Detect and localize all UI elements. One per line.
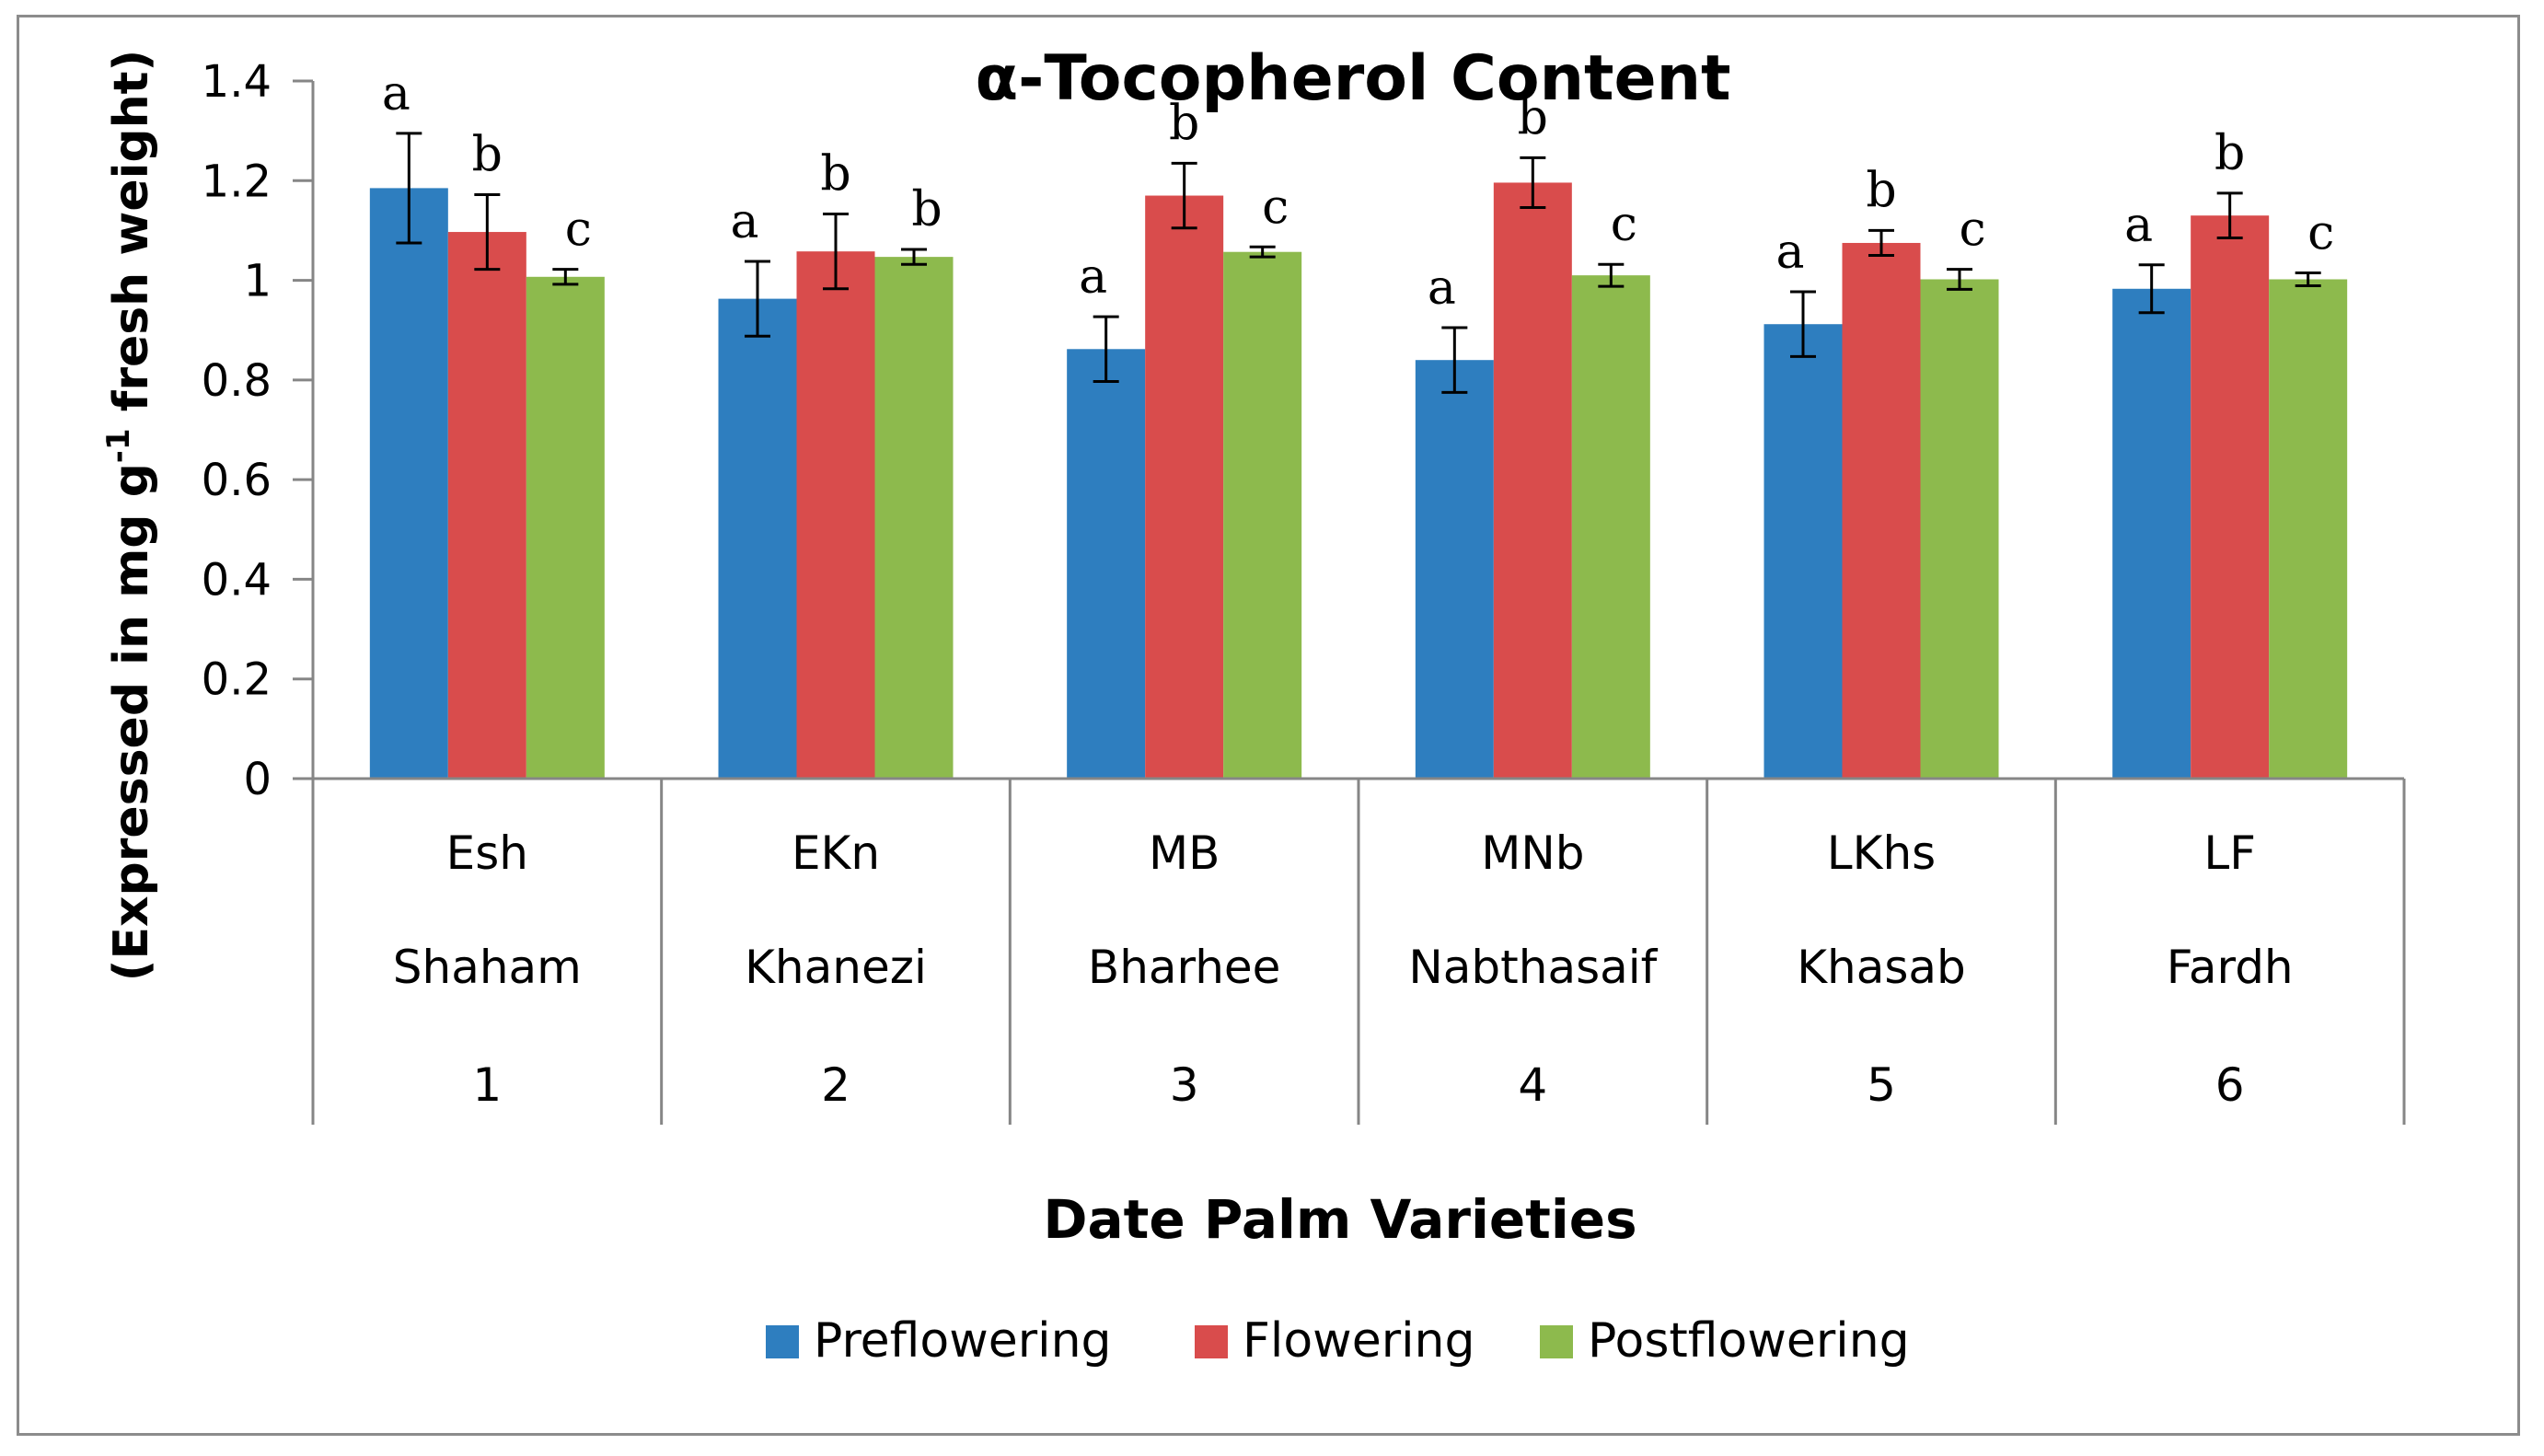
bar-preflowering-mb bbox=[1067, 349, 1146, 779]
bar-flowering-lf bbox=[2191, 215, 2270, 779]
category-name: Khasab bbox=[1797, 941, 1966, 994]
bar-flowering-ekn bbox=[796, 251, 875, 779]
significance-letter: a bbox=[2124, 198, 2153, 253]
significance-letter: b bbox=[2214, 126, 2245, 181]
category-code: EKn bbox=[792, 826, 880, 880]
bar-flowering-lkhs bbox=[1842, 242, 1921, 779]
error-bars bbox=[396, 132, 2321, 394]
y-axis-label-tail: fresh weight) bbox=[104, 50, 159, 429]
legend-swatch-flowering bbox=[1195, 1325, 1228, 1358]
legend-label-postflowering: Postflowering bbox=[1588, 1313, 1910, 1369]
bar-preflowering-mnb bbox=[1415, 360, 1494, 779]
y-tick-label: 0.8 bbox=[202, 355, 272, 407]
category-name: Shaham bbox=[393, 941, 582, 994]
y-tick-label: 0.4 bbox=[202, 554, 272, 606]
bar-postflowering-mnb bbox=[1571, 275, 1650, 780]
bar-flowering-esh bbox=[447, 232, 526, 779]
significance-letter: a bbox=[1079, 249, 1107, 305]
category-name: Nabthasaif bbox=[1408, 941, 1658, 994]
bar-flowering-mb bbox=[1145, 195, 1224, 779]
legend-label-preflowering: Preflowering bbox=[814, 1313, 1112, 1369]
significance-letter: a bbox=[1428, 260, 1456, 316]
category-name: Fardh bbox=[2167, 941, 2294, 994]
category-code: MNb bbox=[1481, 826, 1584, 880]
category-number: 6 bbox=[2215, 1058, 2245, 1112]
chart-title: α-Tocopherol Content bbox=[975, 42, 1730, 115]
y-tick-label: 1.2 bbox=[202, 156, 272, 207]
significance-letter: b bbox=[1518, 90, 1548, 145]
category-code: MB bbox=[1149, 826, 1220, 880]
category-labels: Esh Shaham 1 EKn Khanezi 2 MB Bharhee 3 MNb Nabtha… bbox=[393, 826, 2294, 1112]
bar-postflowering-ekn bbox=[874, 257, 954, 780]
legend-label-flowering: Flowering bbox=[1243, 1313, 1474, 1369]
category-number: 1 bbox=[472, 1058, 502, 1112]
significance-letter: c bbox=[2307, 205, 2334, 260]
y-axis-label: (Expressed in mg g-1 fresh weight) bbox=[100, 50, 159, 982]
legend-swatch-preflowering bbox=[766, 1325, 799, 1358]
significance-letter: a bbox=[382, 66, 411, 121]
significance-letter: a bbox=[1775, 225, 1804, 280]
significance-letters: a b c a b b a b c a b c a b c a b c bbox=[382, 66, 2334, 316]
bar-preflowering-esh bbox=[369, 188, 448, 779]
legend-swatch-postflowering bbox=[1540, 1325, 1573, 1358]
category-code: LF bbox=[2203, 826, 2256, 880]
bars bbox=[369, 182, 2348, 780]
bar-preflowering-lkhs bbox=[1763, 324, 1843, 779]
significance-letter: c bbox=[565, 202, 592, 258]
significance-letter: c bbox=[1959, 202, 1985, 258]
y-axis-label-main: (Expressed in mg g bbox=[104, 463, 159, 981]
significance-letter: b bbox=[911, 182, 942, 237]
bar-postflowering-lf bbox=[2269, 279, 2348, 779]
significance-letter: c bbox=[1262, 179, 1289, 235]
category-number: 2 bbox=[821, 1058, 850, 1112]
category-name: Bharhee bbox=[1088, 941, 1281, 994]
category-number: 5 bbox=[1867, 1058, 1896, 1112]
bar-postflowering-mb bbox=[1223, 251, 1302, 780]
y-tick-label: 0 bbox=[243, 754, 272, 805]
axes bbox=[311, 81, 2406, 1125]
y-tick-label: 0.2 bbox=[202, 654, 272, 706]
bar-flowering-mnb bbox=[1493, 182, 1572, 780]
y-tick-label: 0.6 bbox=[202, 455, 272, 506]
y-axis-label-superscript: -1 bbox=[100, 428, 137, 463]
y-tick-label: 1 bbox=[243, 256, 272, 307]
significance-letter: c bbox=[1611, 197, 1637, 252]
category-name: Khanezi bbox=[745, 941, 927, 994]
bar-preflowering-ekn bbox=[718, 298, 797, 780]
legend: Preflowering Flowering Postflowering bbox=[766, 1313, 1910, 1369]
y-axis-ticks: 0 0.2 0.4 0.6 0.8 1 1.2 1.4 bbox=[202, 56, 313, 805]
category-number: 3 bbox=[1170, 1058, 1199, 1112]
x-axis-label: Date Palm Varieties bbox=[1043, 1188, 1636, 1251]
significance-letter: b bbox=[472, 127, 503, 182]
category-code: LKhs bbox=[1827, 826, 1936, 880]
bar-postflowering-lkhs bbox=[1920, 279, 1999, 779]
category-number: 4 bbox=[1518, 1058, 1547, 1112]
significance-letter: b bbox=[1866, 163, 1896, 218]
significance-letter: a bbox=[730, 194, 758, 249]
significance-letter: b bbox=[1169, 96, 1199, 151]
y-tick-label: 1.4 bbox=[202, 56, 272, 108]
significance-letter: b bbox=[820, 147, 850, 202]
bar-postflowering-esh bbox=[526, 276, 605, 779]
bar-preflowering-lf bbox=[2112, 288, 2191, 779]
category-code: Esh bbox=[446, 826, 528, 880]
